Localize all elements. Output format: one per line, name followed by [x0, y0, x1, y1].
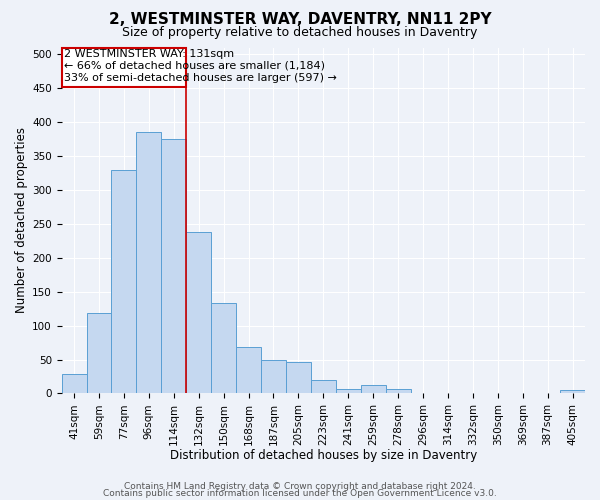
Bar — [560, 390, 585, 394]
Text: 2 WESTMINSTER WAY: 131sqm: 2 WESTMINSTER WAY: 131sqm — [64, 49, 234, 59]
Bar — [161, 139, 186, 394]
Text: 33% of semi-detached houses are larger (597) →: 33% of semi-detached houses are larger (… — [64, 72, 337, 83]
Bar — [286, 362, 311, 394]
Bar — [261, 360, 286, 394]
Bar — [211, 304, 236, 394]
FancyBboxPatch shape — [62, 48, 186, 87]
Text: ← 66% of detached houses are smaller (1,184): ← 66% of detached houses are smaller (1,… — [64, 61, 325, 71]
Bar — [311, 380, 336, 394]
X-axis label: Distribution of detached houses by size in Daventry: Distribution of detached houses by size … — [170, 450, 477, 462]
Text: Size of property relative to detached houses in Daventry: Size of property relative to detached ho… — [122, 26, 478, 39]
Bar — [386, 390, 410, 394]
Text: Contains HM Land Registry data © Crown copyright and database right 2024.: Contains HM Land Registry data © Crown c… — [124, 482, 476, 491]
Y-axis label: Number of detached properties: Number of detached properties — [15, 128, 28, 314]
Bar — [112, 170, 136, 394]
Text: Contains public sector information licensed under the Open Government Licence v3: Contains public sector information licen… — [103, 489, 497, 498]
Bar — [136, 132, 161, 394]
Bar — [236, 348, 261, 394]
Bar — [336, 388, 361, 394]
Text: 2, WESTMINSTER WAY, DAVENTRY, NN11 2PY: 2, WESTMINSTER WAY, DAVENTRY, NN11 2PY — [109, 12, 491, 28]
Bar — [86, 314, 112, 394]
Bar — [361, 384, 386, 394]
Bar — [186, 232, 211, 394]
Bar — [62, 374, 86, 394]
